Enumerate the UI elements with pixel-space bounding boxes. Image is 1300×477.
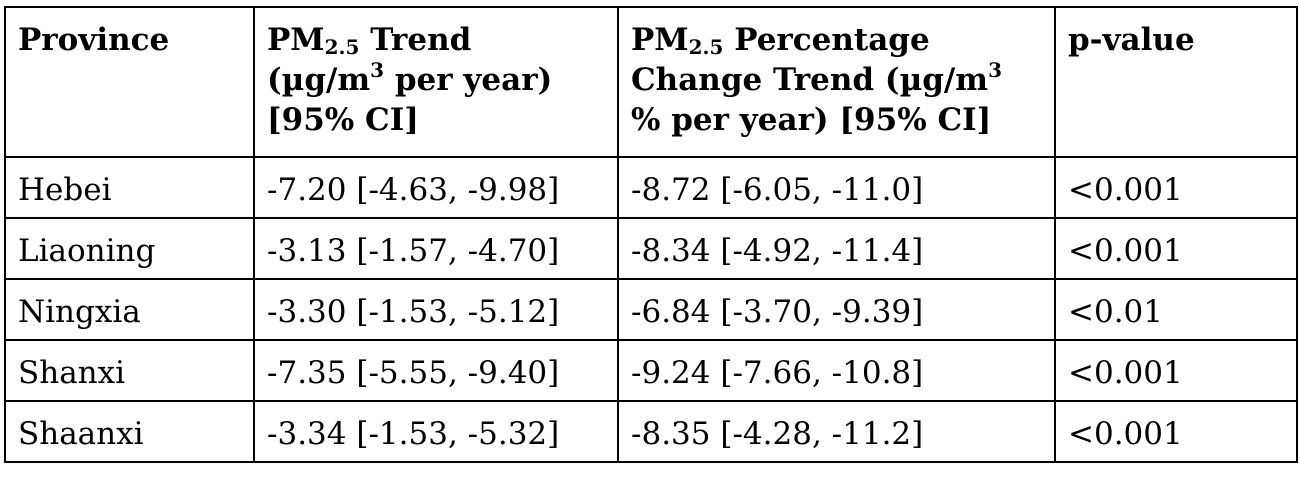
header-trend-pm: PM bbox=[267, 22, 325, 58]
table-header: Province PM2.5 Trend (µg/m3 per year) [9… bbox=[4, 6, 1298, 158]
cell-province: Ningxia bbox=[4, 278, 255, 341]
header-pct-line3: % per year) [95% CI] bbox=[631, 102, 992, 138]
header-trend-units: (µg/m bbox=[267, 62, 371, 98]
cell-trend: -7.20 [-4.63, -9.98] bbox=[253, 156, 619, 219]
header-trend-superscript: 3 bbox=[370, 58, 385, 82]
table-row: Liaoning -3.13 [-1.57, -4.70] -8.34 [-4.… bbox=[4, 217, 1298, 280]
cell-trend: -3.30 [-1.53, -5.12] bbox=[253, 278, 619, 341]
cell-pvalue: <0.001 bbox=[1054, 400, 1298, 463]
cell-percentage: -8.34 [-4.92, -11.4] bbox=[617, 217, 1056, 280]
cell-trend: -3.34 [-1.53, -5.32] bbox=[253, 400, 619, 463]
cell-percentage: -8.35 [-4.28, -11.2] bbox=[617, 400, 1056, 463]
cell-province: Hebei bbox=[4, 156, 255, 219]
cell-trend: -7.35 [-5.55, -9.40] bbox=[253, 339, 619, 402]
header-trend-line1: Trend bbox=[359, 22, 472, 58]
table-row: Shanxi -7.35 [-5.55, -9.40] -9.24 [-7.66… bbox=[4, 339, 1298, 402]
table-row: Ningxia -3.30 [-1.53, -5.12] -6.84 [-3.7… bbox=[4, 278, 1298, 341]
header-trend-subscript: 2.5 bbox=[324, 35, 360, 59]
cell-province: Shanxi bbox=[4, 339, 255, 402]
header-pct-line1: Percentage bbox=[723, 22, 930, 58]
cell-pvalue: <0.001 bbox=[1054, 339, 1298, 402]
header-pct-pm: PM bbox=[631, 22, 689, 58]
header-province: Province bbox=[4, 6, 255, 158]
header-row: Province PM2.5 Trend (µg/m3 per year) [9… bbox=[4, 6, 1298, 158]
table-row: Shaanxi -3.34 [-1.53, -5.32] -8.35 [-4.2… bbox=[4, 400, 1298, 463]
header-pct-superscript: 3 bbox=[988, 58, 1002, 82]
pm25-trend-table: Province PM2.5 Trend (µg/m3 per year) [9… bbox=[4, 6, 1298, 463]
header-pct-subscript: 2.5 bbox=[688, 35, 724, 59]
cell-percentage: -6.84 [-3.70, -9.39] bbox=[617, 278, 1056, 341]
header-percentage: PM2.5 Percentage Change Trend (µg/m3 % p… bbox=[617, 6, 1056, 158]
header-pct-line2: Change Trend (µg/m bbox=[631, 62, 989, 98]
cell-pvalue: <0.001 bbox=[1054, 217, 1298, 280]
cell-pvalue: <0.01 bbox=[1054, 278, 1298, 341]
table-body: Hebei -7.20 [-4.63, -9.98] -8.72 [-6.05,… bbox=[4, 156, 1298, 463]
cell-trend: -3.13 [-1.57, -4.70] bbox=[253, 217, 619, 280]
cell-pvalue: <0.001 bbox=[1054, 156, 1298, 219]
cell-province: Shaanxi bbox=[4, 400, 255, 463]
cell-percentage: -8.72 [-6.05, -11.0] bbox=[617, 156, 1056, 219]
cell-percentage: -9.24 [-7.66, -10.8] bbox=[617, 339, 1056, 402]
header-pvalue: p-value bbox=[1054, 6, 1298, 158]
cell-province: Liaoning bbox=[4, 217, 255, 280]
table-row: Hebei -7.20 [-4.63, -9.98] -8.72 [-6.05,… bbox=[4, 156, 1298, 219]
header-trend-per-year: per year) bbox=[384, 62, 553, 98]
header-pvalue-label: p-value bbox=[1068, 22, 1195, 58]
data-table-container: Province PM2.5 Trend (µg/m3 per year) [9… bbox=[4, 6, 1298, 463]
header-trend: PM2.5 Trend (µg/m3 per year) [95% CI] bbox=[253, 6, 619, 158]
header-trend-ci: [95% CI] bbox=[267, 102, 419, 138]
header-province-label: Province bbox=[18, 22, 170, 58]
